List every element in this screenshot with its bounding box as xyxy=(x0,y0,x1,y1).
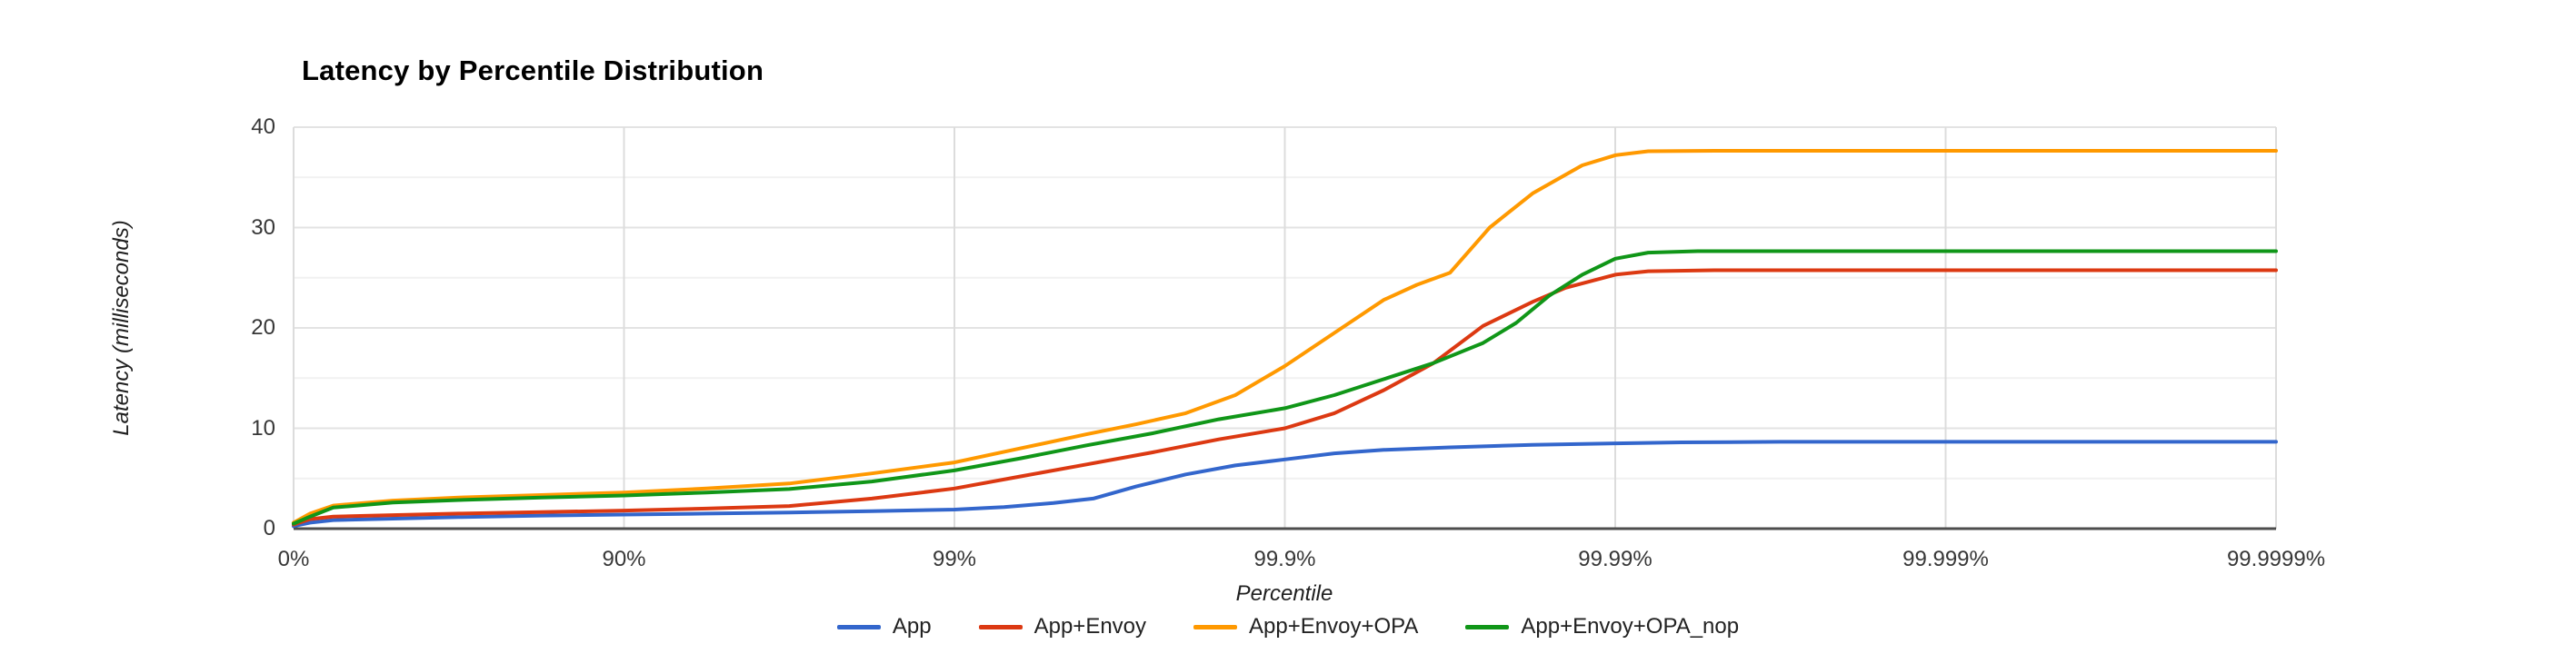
chart-title: Latency by Percentile Distribution xyxy=(302,54,764,86)
x-tick-label-99-9: 99.9% xyxy=(1253,547,1316,571)
legend-item-app-envoy-opa: App+Envoy+OPA xyxy=(1193,614,1418,639)
x-tick-label-90: 90% xyxy=(602,547,646,571)
legend-swatch-app-envoy xyxy=(978,624,1023,629)
legend-swatch-app-envoy-opa-nop xyxy=(1465,624,1510,629)
x-tick-label-99-9999: 99.9999% xyxy=(2226,547,2326,571)
x-tick-label-0: 0% xyxy=(277,547,310,571)
y-tick-label-30: 30 xyxy=(251,214,275,240)
legend-label-app-envoy-opa: App+Envoy+OPA xyxy=(1249,614,1419,639)
legend-label-app-envoy-opa-nop: App+Envoy+OPA_nop xyxy=(1521,614,1740,639)
x-tick-label-99: 99% xyxy=(932,547,977,571)
y-tick-label-0: 0 xyxy=(263,516,275,540)
legend-item-app-envoy: App+Envoy xyxy=(978,614,1147,639)
legend-label-app-envoy: App+Envoy xyxy=(1033,614,1147,639)
legend-item-app-envoy-opa-nop: App+Envoy+OPA_nop xyxy=(1465,614,1739,639)
legend-item-app: App xyxy=(836,614,932,639)
legend-swatch-app xyxy=(836,624,881,629)
x-tick-label-99-99: 99.99% xyxy=(1578,547,1652,571)
y-tick-label-40: 40 xyxy=(251,114,275,139)
legend-label-app: App xyxy=(892,614,932,639)
y-tick-label-10: 10 xyxy=(251,415,275,441)
chart-legend: App App+Envoy App+Envoy+OPA App+Envoy+OP… xyxy=(0,614,2576,639)
x-axis-title: Percentile xyxy=(1235,581,1333,606)
y-tick-label-20: 20 xyxy=(251,315,275,340)
x-tick-label-99-999: 99.999% xyxy=(1902,547,1989,571)
legend-swatch-app-envoy-opa xyxy=(1193,624,1238,629)
